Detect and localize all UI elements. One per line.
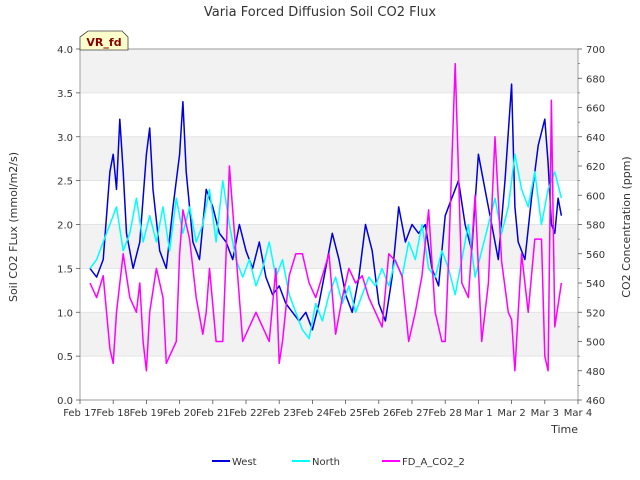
x-tick-label: Mar 1: [464, 408, 492, 419]
x-tick-label: Feb 18: [96, 408, 130, 419]
x-tick-label: Feb 17: [63, 408, 97, 419]
y-axis-label: Soil CO2 FLux (mmol/m2/s): [7, 152, 20, 302]
plot-background-bands: [80, 49, 578, 400]
legend-label: North: [312, 457, 340, 468]
x-tick-label: Feb 27: [395, 408, 429, 419]
y-tick-label: 1.0: [57, 308, 73, 319]
y-tick-label: 1.5: [57, 264, 73, 275]
y2-tick-label: 520: [586, 308, 605, 319]
legend-label: FD_A_CO2_2: [402, 457, 465, 468]
background-band: [80, 180, 578, 225]
legend-label: West: [232, 457, 257, 468]
series-line-west: [89, 83, 563, 331]
y2-axis-label: CO2 Concentration (ppm): [620, 156, 633, 297]
y-tick-label: 0.0: [57, 396, 73, 407]
annotation-box: VR_fd: [79, 30, 129, 51]
y2-tick-label: 600: [586, 191, 605, 202]
y-tick-label: 3.0: [57, 133, 73, 144]
x-tick-label: Feb 24: [296, 408, 330, 419]
x-tick-label: Feb 22: [229, 408, 263, 419]
x-tick-label: Feb 19: [130, 408, 164, 419]
series-line-fd-a-co2-2: [89, 62, 563, 372]
y2-tick-label: 620: [586, 162, 605, 173]
background-band: [80, 49, 578, 93]
y2-tick-label: 580: [586, 221, 605, 232]
x-tick-label: Feb 23: [262, 408, 296, 419]
x-tick-label: Feb 26: [362, 408, 396, 419]
x-tick-label: Feb 21: [196, 408, 230, 419]
x-axis-label: Time: [550, 423, 578, 436]
y2-tick-label: 640: [586, 133, 605, 144]
x-tick-label: Mar 4: [564, 408, 592, 419]
y-tick-label: 4.0: [57, 45, 73, 56]
y-tick-label: 3.5: [57, 89, 73, 100]
x-tick-label: Feb 20: [163, 408, 197, 419]
background-band: [80, 312, 578, 357]
series-line-north: [89, 153, 563, 340]
x-tick-label: Feb 25: [329, 408, 363, 419]
annotation-box-shape: [79, 30, 129, 51]
y2-tick-label: 560: [586, 250, 605, 261]
series-lines: [89, 62, 563, 372]
y2-tick-label: 660: [586, 104, 605, 115]
y2-axis-ticks: 460 480 500 520 540 560 580 600 620 640 660 680 700: [578, 45, 605, 407]
x-axis-ticks: Feb 17 Feb 18 Feb 19 Feb 20 Feb 21 Feb 22 Feb …: [63, 400, 592, 419]
x-tick-label: Feb 28: [428, 408, 462, 419]
y2-tick-label: 680: [586, 74, 605, 85]
y-axis-ticks: 0.0 0.5 1.0 1.5 2.0 2.5 3.0 3.5 4.0: [57, 45, 80, 407]
chart-title: Varia Forced Diffusion Soil CO2 Flux: [204, 5, 437, 20]
background-band: [80, 356, 578, 400]
y-tick-label: 0.5: [57, 352, 73, 363]
x-tick-label: Mar 2: [497, 408, 525, 419]
y2-tick-label: 460: [586, 396, 605, 407]
legend: West North FD_A_CO2_2: [212, 457, 465, 468]
background-band: [80, 92, 578, 137]
y2-tick-label: 500: [586, 338, 605, 349]
y2-tick-label: 480: [586, 367, 605, 378]
y2-tick-label: 700: [586, 45, 605, 56]
x-tick-label: Mar 3: [531, 408, 559, 419]
y-tick-label: 2.5: [57, 177, 73, 188]
y2-tick-label: 540: [586, 279, 605, 290]
y-tick-label: 2.0: [57, 221, 73, 232]
annotation-text: VR_fd: [86, 36, 121, 49]
background-band: [80, 136, 578, 181]
